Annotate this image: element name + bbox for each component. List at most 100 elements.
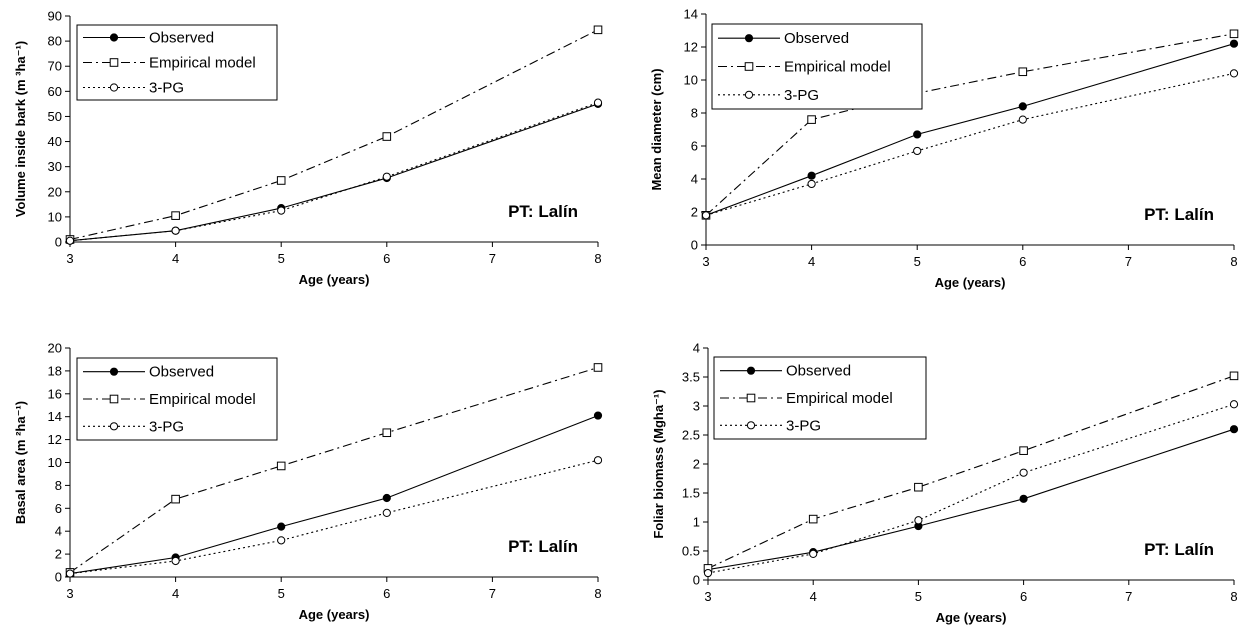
y-tick-label: 4 bbox=[55, 524, 62, 539]
x-axis-label: Age (years) bbox=[299, 607, 370, 622]
data-point bbox=[1229, 425, 1239, 434]
data-point bbox=[276, 176, 286, 185]
x-tick-label: 8 bbox=[594, 251, 601, 266]
y-tick-label: 6 bbox=[55, 501, 62, 516]
data-point bbox=[807, 171, 816, 180]
data-point bbox=[701, 211, 711, 220]
y-tick-label: 90 bbox=[48, 9, 62, 24]
legend-label: Empirical model bbox=[149, 391, 256, 408]
y-tick-label: 10 bbox=[48, 209, 62, 224]
data-point bbox=[809, 549, 818, 559]
y-axis-label: Mean diameter (cm) bbox=[649, 68, 664, 190]
data-point bbox=[1229, 69, 1239, 78]
y-tick-label: 8 bbox=[691, 106, 698, 121]
data-point bbox=[1018, 115, 1027, 124]
chart-panel-4: 0 0.5 1 1.5 2 2.5 3 3.5 4 3 4 5 6 7 8 Age (years) Foliar… bbox=[651, 341, 1239, 625]
y-tick-label: 0.5 bbox=[682, 544, 700, 559]
y-tick-label: 30 bbox=[48, 159, 62, 174]
x-tick-label: 6 bbox=[1019, 254, 1026, 269]
site-annotation: PT: Lalín bbox=[508, 202, 578, 221]
legend-marker bbox=[109, 33, 119, 42]
data-point bbox=[1018, 102, 1027, 111]
series-line-empirical-model bbox=[69, 29, 599, 241]
data-point bbox=[65, 569, 75, 578]
data-point bbox=[593, 98, 603, 107]
data-point bbox=[913, 130, 922, 139]
legend-marker bbox=[744, 90, 754, 99]
data-point bbox=[382, 132, 392, 141]
x-tick-label: 5 bbox=[278, 586, 285, 601]
y-tick-label: 3 bbox=[693, 399, 700, 414]
data-point bbox=[1019, 468, 1028, 477]
data-point bbox=[914, 516, 923, 525]
data-point bbox=[593, 456, 603, 465]
x-tick-label: 3 bbox=[66, 251, 73, 266]
y-tick-label: 70 bbox=[48, 59, 62, 74]
y-tick-label: 3.5 bbox=[682, 370, 700, 385]
x-tick-label: 8 bbox=[1230, 254, 1237, 269]
x-tick-label: 8 bbox=[1230, 589, 1237, 604]
data-point bbox=[277, 536, 286, 545]
data-point bbox=[382, 508, 391, 517]
y-axis-label: Volume inside bark (m ³ha⁻¹) bbox=[13, 41, 28, 217]
data-point bbox=[382, 172, 391, 181]
y-tick-label: 4 bbox=[693, 341, 700, 356]
x-axis-label: Age (years) bbox=[299, 272, 370, 287]
y-tick-label: 8 bbox=[55, 478, 62, 493]
x-tick-label: 4 bbox=[172, 586, 179, 601]
y-tick-label: 0 bbox=[691, 238, 698, 253]
legend-marker bbox=[744, 34, 754, 43]
series-line-empirical-model bbox=[69, 366, 599, 573]
x-tick-label: 7 bbox=[489, 586, 496, 601]
y-tick-label: 40 bbox=[48, 134, 62, 149]
series-line-3-pg bbox=[69, 459, 599, 575]
legend-label: Observed bbox=[786, 363, 851, 380]
y-tick-label: 50 bbox=[48, 109, 62, 124]
x-tick-label: 5 bbox=[915, 589, 922, 604]
y-tick-label: 0 bbox=[55, 570, 62, 585]
data-point bbox=[1019, 494, 1028, 503]
x-tick-label: 3 bbox=[702, 254, 709, 269]
data-point bbox=[1229, 400, 1239, 409]
data-point bbox=[914, 482, 923, 492]
x-tick-label: 6 bbox=[383, 251, 390, 266]
site-annotation: PT: Lalín bbox=[508, 537, 578, 556]
legend-label: 3-PG bbox=[786, 417, 821, 434]
legend-marker bbox=[746, 421, 756, 430]
legend-marker bbox=[109, 367, 119, 376]
x-tick-label: 4 bbox=[808, 254, 815, 269]
data-point bbox=[171, 556, 180, 566]
y-tick-label: 0 bbox=[55, 235, 62, 250]
y-tick-label: 2 bbox=[691, 205, 698, 220]
data-point bbox=[171, 494, 180, 504]
data-point bbox=[382, 493, 391, 503]
legend-marker bbox=[109, 83, 119, 92]
y-tick-label: 1 bbox=[693, 515, 700, 530]
y-tick-label: 60 bbox=[48, 84, 62, 99]
x-tick-label: 7 bbox=[1125, 589, 1132, 604]
chart-panel-2: 0 2 4 6 8 10 12 14 3 4 5 6 7 8 Age (years) Mean diamete… bbox=[649, 7, 1239, 290]
x-tick-label: 6 bbox=[1020, 589, 1027, 604]
y-tick-label: 14 bbox=[684, 7, 698, 22]
series-line-3-pg bbox=[707, 403, 1235, 574]
y-tick-label: 2 bbox=[693, 457, 700, 472]
x-axis-label: Age (years) bbox=[935, 275, 1006, 290]
x-tick-label: 4 bbox=[172, 251, 179, 266]
data-point bbox=[1229, 29, 1239, 39]
data-point bbox=[1229, 371, 1239, 381]
legend-label: Empirical model bbox=[786, 390, 893, 407]
x-tick-label: 7 bbox=[489, 251, 496, 266]
data-point bbox=[171, 211, 180, 220]
data-point bbox=[913, 146, 922, 156]
y-tick-label: 4 bbox=[691, 172, 698, 187]
data-point bbox=[276, 461, 286, 471]
legend-label: Observed bbox=[784, 30, 849, 47]
legend: Observed Empirical model 3-PG bbox=[713, 356, 927, 440]
y-tick-label: 10 bbox=[48, 455, 62, 470]
site-annotation: PT: Lalín bbox=[1144, 205, 1214, 224]
data-point bbox=[593, 411, 603, 420]
y-tick-label: 18 bbox=[48, 363, 62, 378]
y-tick-label: 1.5 bbox=[682, 486, 700, 501]
legend-label: Empirical model bbox=[149, 55, 256, 72]
x-tick-label: 5 bbox=[914, 254, 921, 269]
